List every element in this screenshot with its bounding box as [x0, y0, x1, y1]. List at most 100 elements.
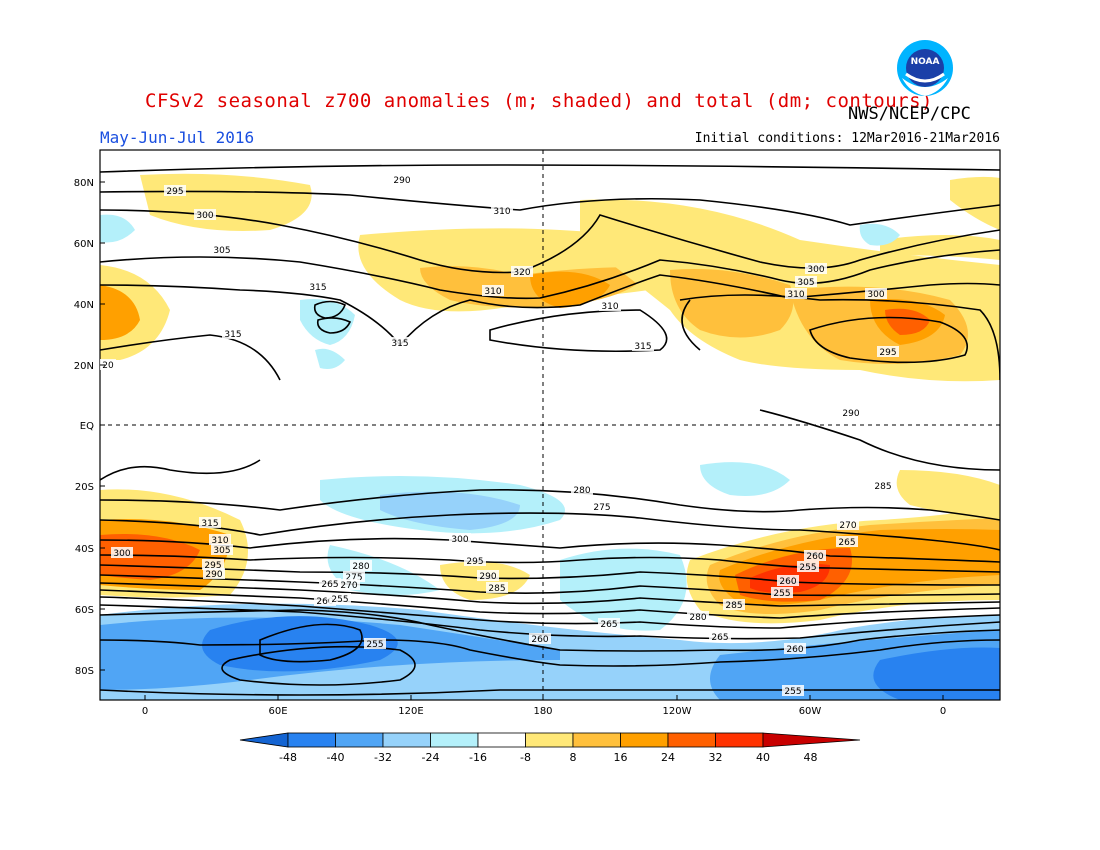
- shade-greenland-neg: [859, 223, 900, 246]
- shade-south-polar-neg-east-core: [873, 647, 1000, 700]
- contour-label: 300: [196, 211, 213, 221]
- contour-label: 315: [201, 519, 218, 529]
- contour-310-north: [100, 274, 1000, 347]
- contour-label: 260: [316, 597, 333, 607]
- contour-label: 285: [488, 584, 505, 594]
- contour-label: 305: [797, 278, 814, 288]
- contour-315-equator-east: [759, 409, 1000, 471]
- colorbar-tick-label: -24: [422, 751, 440, 764]
- contour-label: 265: [711, 633, 728, 643]
- contour-label: 285: [874, 482, 891, 492]
- contour-label: 295: [204, 561, 221, 571]
- contour-label: 270: [340, 581, 357, 591]
- colorbar-swatch: [287, 732, 336, 748]
- contour-310-south: [100, 489, 1000, 521]
- contour-label: 265: [600, 620, 617, 630]
- colorbar-swatch: [715, 732, 764, 748]
- colorbar-tick-label: 8: [570, 751, 577, 764]
- contour-label: 270: [839, 521, 856, 531]
- contour-label: 310: [211, 536, 228, 546]
- contour-label: 310: [493, 207, 510, 217]
- shade-south-atlantic-pos-east: [896, 470, 1000, 520]
- colorbar-swatch: [477, 732, 526, 748]
- contour-290-north: [100, 164, 1000, 173]
- shade-north-pacific-pos3: [530, 271, 610, 308]
- lon-label: 180: [533, 706, 552, 717]
- colorbar-swatch: [525, 732, 574, 748]
- contour-label: 260: [779, 577, 796, 587]
- contour-label: 260: [806, 552, 823, 562]
- logo-text: NOAA: [911, 57, 940, 67]
- period-label: May-Jun-Jul 2016: [100, 128, 255, 147]
- colorbar-tick-label: 40: [756, 751, 770, 764]
- lon-label: 0: [142, 706, 148, 717]
- contour-label: 290: [393, 176, 410, 186]
- contour-label: 315: [634, 342, 651, 352]
- initial-conditions-label: Initial conditions: 12Mar2016-21Mar2016: [694, 131, 1000, 146]
- colorbar-swatch: [667, 732, 716, 748]
- lat-label: 60S: [75, 605, 94, 616]
- shade-south-pacific-neg3: [560, 548, 687, 631]
- contour-label: 305: [213, 246, 230, 256]
- contour-label: 280: [689, 613, 706, 623]
- contour-305-north: [100, 249, 1000, 300]
- lat-label: 40N: [74, 300, 94, 311]
- lon-label: 60E: [268, 706, 287, 717]
- height-contours: [100, 164, 1000, 696]
- contour-label: 300: [113, 549, 130, 559]
- contour-315-north-pacific: [489, 309, 668, 353]
- contour-label: 255: [799, 563, 816, 573]
- contour-label: 260: [531, 635, 548, 645]
- contour-label: 310: [484, 287, 501, 297]
- anomaly-shading: [100, 150, 1000, 700]
- colorbar-tick-label: 16: [614, 751, 628, 764]
- contour-label: 310: [601, 302, 618, 312]
- contour-275-south: [100, 589, 1000, 619]
- colorbar-tick-label: 32: [709, 751, 723, 764]
- contour-label: 295: [879, 348, 896, 358]
- contour-label: 260: [786, 645, 803, 655]
- contour-310-tibet-1: [313, 300, 347, 319]
- colorbar-swatch: [382, 732, 431, 748]
- contour-label: 275: [593, 503, 610, 513]
- lat-label: 20S: [75, 482, 94, 493]
- noaa-logo: NOAA: [897, 40, 953, 96]
- lat-label: 80S: [75, 666, 94, 677]
- contour-label: 255: [773, 589, 790, 599]
- contour-label: 315: [309, 283, 326, 293]
- contour-label: 295: [166, 187, 183, 197]
- colorbar-tick-label: -48: [279, 751, 297, 764]
- colorbar-tick-label: -8: [520, 751, 531, 764]
- colorbar-swatch: [620, 732, 669, 748]
- contour-label: 315: [391, 339, 408, 349]
- contour-label: 300: [807, 265, 824, 275]
- contour-315-equator-west: [100, 459, 261, 481]
- shade-north-america-pos2: [670, 269, 794, 338]
- contour-label: 255: [331, 595, 348, 605]
- contour-label: 280: [352, 562, 369, 572]
- shade-india-neg: [315, 348, 345, 369]
- contour-label: 265: [321, 580, 338, 590]
- contour-305-south: [100, 512, 1000, 551]
- contour-255-south: [100, 639, 1000, 667]
- agency-label: NWS/NCEP/CPC: [848, 104, 971, 124]
- contour-label: 300: [451, 535, 468, 545]
- contour-295-north: [100, 190, 1000, 226]
- latitude-labels: 80N 60N 40N 20N EQ 20S 40S 60S 80S: [74, 178, 105, 677]
- shade-south-pacific-neg2: [700, 462, 790, 496]
- contour-label: 285: [725, 601, 742, 611]
- colorbar: -48 -40 -32 -24 -16 -8 8 16 24 32 40 48: [239, 732, 861, 764]
- contour-label: 305: [213, 546, 230, 556]
- lat-label: EQ: [80, 421, 94, 432]
- contour-label: 290: [479, 572, 496, 582]
- contour-label: 275: [345, 573, 362, 583]
- lon-label: 0: [940, 706, 946, 717]
- contour-label: 255: [784, 687, 801, 697]
- contour-290-south: [100, 564, 1000, 586]
- contour-300-south: [100, 537, 1000, 563]
- colorbar-swatch: [572, 732, 621, 748]
- shade-south-atlantic-pos3: [100, 534, 200, 580]
- colorbar-tick-label: -32: [374, 751, 392, 764]
- contour-320: [809, 316, 968, 364]
